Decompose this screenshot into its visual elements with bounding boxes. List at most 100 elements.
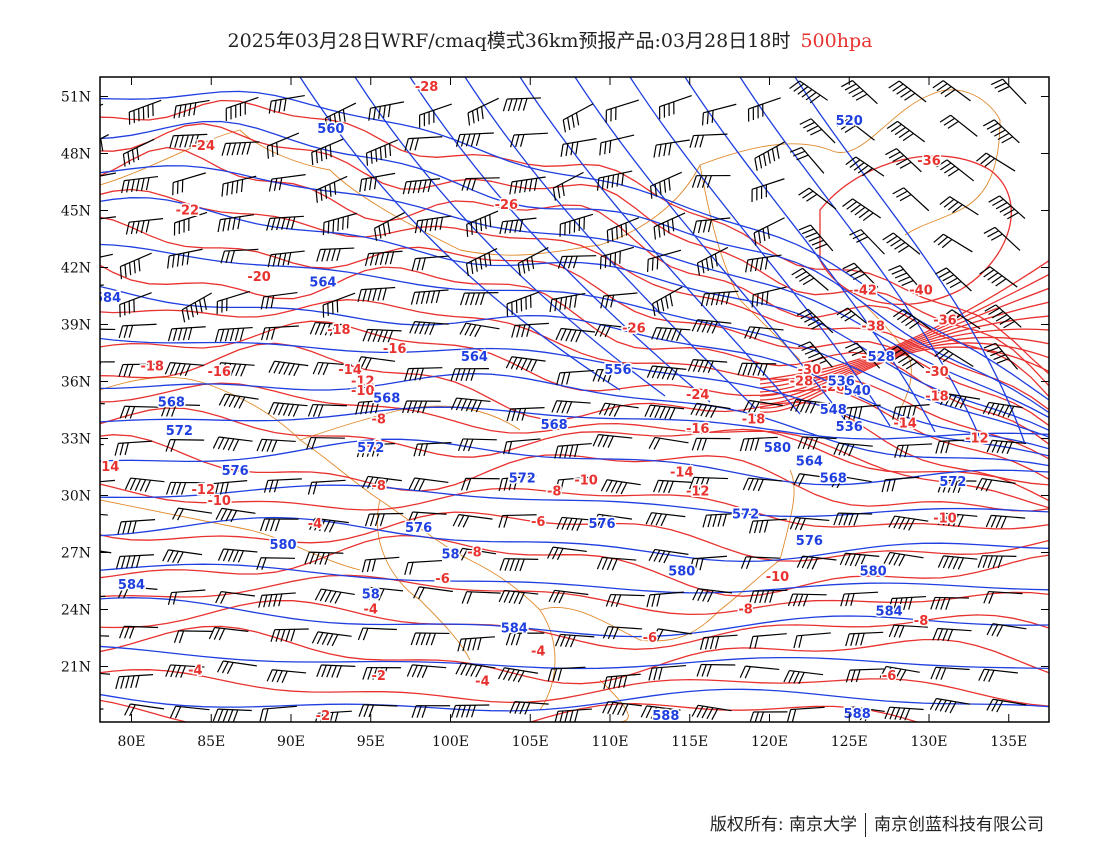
height-label: 576 — [588, 517, 615, 532]
height-contour — [100, 243, 1049, 438]
wind-barb — [510, 132, 548, 148]
wind-barb — [990, 78, 1027, 105]
wind-barb — [986, 623, 1027, 637]
wind-barb — [749, 633, 787, 649]
temperature-label: -16 — [686, 422, 710, 437]
wind-barb — [220, 248, 259, 264]
wind-barb — [740, 556, 780, 570]
temperature-label: -8 — [467, 546, 481, 561]
wind-barb — [547, 666, 586, 682]
temperature-label: -38 — [861, 319, 885, 334]
wind-barb — [161, 403, 200, 417]
lon-label: 120E — [751, 734, 788, 750]
wind-barb — [215, 590, 256, 604]
wind-barb — [844, 706, 885, 722]
wind-barb — [885, 148, 922, 173]
wind-barb — [165, 481, 205, 495]
height-label: 572 — [509, 471, 536, 486]
wind-barb — [364, 512, 404, 527]
wind-barb — [691, 319, 732, 334]
wind-barb — [100, 361, 115, 375]
wind-barb — [982, 401, 1023, 418]
wind-barb — [600, 292, 638, 309]
wind-barb — [841, 80, 878, 105]
wind-barb — [786, 706, 825, 722]
wind-barb — [648, 436, 689, 450]
wind-barb — [169, 705, 210, 719]
wind-barb — [259, 705, 297, 722]
wind-barb — [845, 156, 885, 177]
wind-barb — [361, 556, 400, 573]
wind-barb — [793, 632, 831, 649]
wind-barb — [883, 551, 924, 567]
temperature-label: -16 — [383, 342, 407, 357]
wind-barb — [165, 664, 205, 678]
temperature-label: -10 — [933, 511, 957, 526]
wind-barb — [414, 215, 452, 234]
wind-barb — [268, 94, 305, 114]
wind-barb — [364, 250, 403, 267]
height-label: 576 — [405, 521, 432, 536]
wind-barb — [798, 341, 833, 368]
wind-barb — [499, 558, 539, 572]
wind-barb — [652, 286, 683, 317]
temperature-isotherm — [100, 574, 1049, 616]
height-label: 576 — [796, 534, 823, 549]
lat-label: 36N — [61, 375, 91, 391]
wind-barb — [606, 217, 640, 244]
lon-label: 80E — [117, 734, 145, 750]
wind-barb — [650, 171, 682, 199]
border-line — [599, 679, 629, 722]
wind-barb — [100, 511, 108, 516]
temperature-isotherm — [759, 259, 1049, 381]
wind-barb — [646, 365, 687, 381]
wind-barb — [984, 304, 1022, 329]
wind-barbs — [100, 78, 1027, 722]
wind-barb — [214, 326, 253, 343]
wind-barb — [402, 400, 441, 414]
wind-barb — [216, 290, 251, 315]
wind-barb — [783, 669, 824, 685]
wind-barb — [498, 514, 537, 528]
lat-label: 30N — [61, 489, 91, 505]
lon-label: 110E — [592, 734, 629, 750]
wind-barb — [172, 507, 213, 521]
wind-barb — [455, 662, 496, 678]
wind-barb — [556, 369, 594, 386]
wind-barb — [596, 556, 637, 571]
wind-barb — [461, 591, 501, 604]
wind-barb — [368, 101, 405, 121]
wind-barb — [172, 172, 206, 196]
wind-barb — [983, 590, 1023, 604]
wind-barb — [307, 403, 347, 417]
border-line — [859, 299, 912, 411]
wind-barb — [413, 441, 452, 457]
border-line — [779, 469, 795, 561]
height-label: 528 — [868, 350, 895, 365]
wind-barb — [268, 360, 309, 377]
wind-barb — [935, 439, 974, 454]
wind-barb — [888, 624, 928, 638]
wind-barb — [256, 557, 296, 570]
wind-barb — [687, 359, 728, 374]
wind-barb — [562, 103, 594, 133]
wind-barb — [596, 170, 633, 191]
wind-barb — [311, 631, 352, 647]
wind-barb — [409, 321, 449, 336]
lon-label: 125E — [831, 734, 868, 750]
height-contour — [100, 197, 1049, 431]
wind-barb — [118, 363, 157, 377]
wind-barb — [592, 434, 633, 448]
height-contour — [100, 563, 1049, 594]
wind-barb — [452, 514, 493, 528]
wind-barb — [743, 399, 784, 414]
temperature-label: -4 — [188, 663, 202, 678]
wind-barb — [605, 593, 645, 607]
temperature-label: -14 — [96, 460, 120, 475]
wind-barb — [978, 668, 1018, 683]
temperature-label: -8 — [371, 479, 385, 494]
wind-barb — [114, 440, 153, 456]
wind-barb — [362, 328, 402, 343]
temperature-isotherm — [100, 511, 1049, 562]
wind-barb — [648, 664, 686, 681]
